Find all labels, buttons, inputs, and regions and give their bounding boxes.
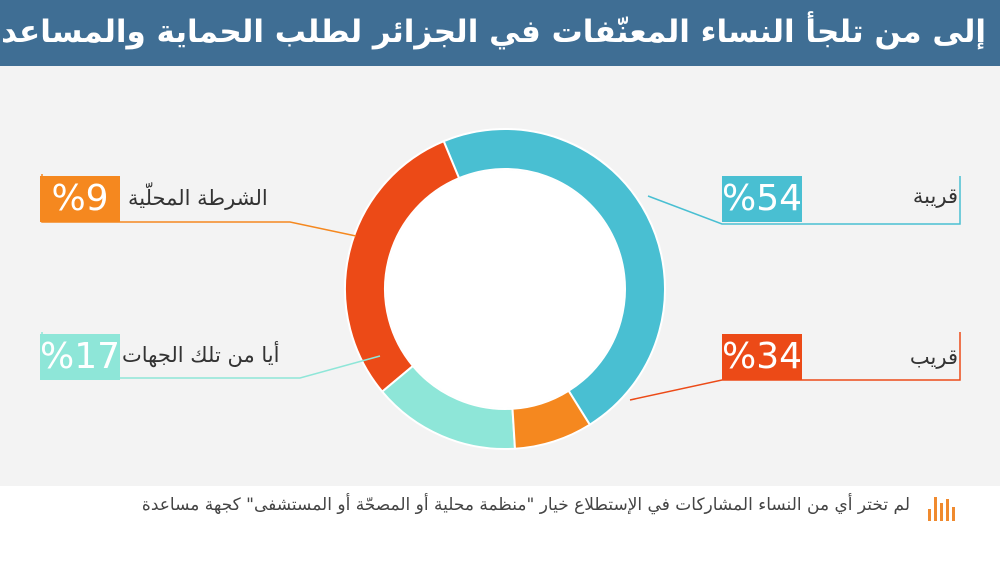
label-none: أيا من تلك الجهات — [122, 343, 280, 367]
label-qarib: قريب — [909, 345, 958, 369]
leader-qariba — [647, 176, 961, 225]
leader-qarib — [629, 332, 961, 401]
value-qarib: %34 — [722, 334, 802, 380]
slice-none — [380, 364, 517, 450]
slice-qariba — [442, 128, 666, 427]
slice-police — [511, 389, 592, 450]
footnote-area: لم تختر أي من النساء المشاركات في الإستط… — [0, 486, 1000, 562]
value-qariba: %54 — [722, 176, 802, 222]
donut-hole — [386, 170, 624, 408]
label-qariba: قريبة — [912, 184, 958, 208]
bar-chart-icon — [928, 497, 956, 521]
value-police: %9 — [40, 176, 120, 222]
label-police: الشرطة المحلّية — [128, 186, 268, 210]
footnote-text: لم تختر أي من النساء المشاركات في الإستط… — [141, 495, 910, 515]
title-bar: إلى من تلجأ النساء المعنّفات في الجزائر … — [0, 0, 1000, 66]
donut-chart — [41, 128, 961, 450]
slice-qarib — [344, 139, 461, 394]
chart-area: قريبة %54 قريب %34 %9 الشرطة المحلّية %1… — [0, 66, 1000, 486]
page-title: إلى من تلجأ النساء المعنّفات في الجزائر … — [0, 14, 986, 50]
value-none: %17 — [40, 334, 120, 380]
